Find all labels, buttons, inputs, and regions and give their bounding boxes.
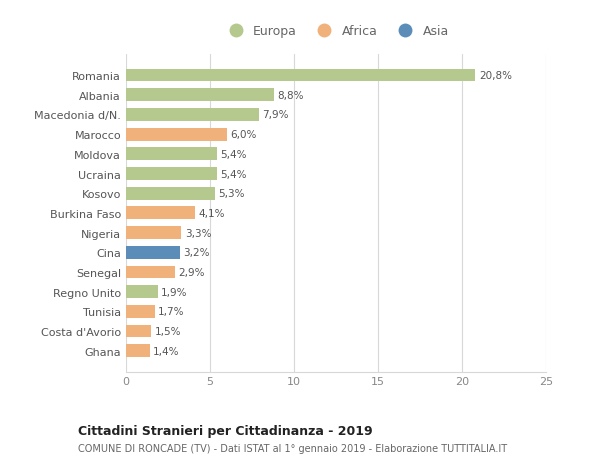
Text: 8,8%: 8,8%: [277, 90, 304, 101]
Text: 3,3%: 3,3%: [185, 228, 211, 238]
Text: 7,9%: 7,9%: [262, 110, 289, 120]
Bar: [126, 305, 155, 318]
Legend: Europa, Africa, Asia: Europa, Africa, Asia: [218, 20, 454, 43]
Bar: [126, 148, 217, 161]
Text: COMUNE DI RONCADE (TV) - Dati ISTAT al 1° gennaio 2019 - Elaborazione TUTTITALIA: COMUNE DI RONCADE (TV) - Dati ISTAT al 1…: [78, 443, 507, 453]
Bar: [126, 168, 217, 180]
Text: 5,4%: 5,4%: [220, 169, 247, 179]
Text: 1,5%: 1,5%: [155, 326, 181, 336]
Text: 5,3%: 5,3%: [218, 189, 245, 199]
Text: 3,2%: 3,2%: [183, 248, 209, 258]
Text: 1,9%: 1,9%: [161, 287, 188, 297]
Bar: [126, 187, 215, 200]
Bar: [126, 285, 158, 298]
Bar: [126, 345, 149, 358]
Text: 6,0%: 6,0%: [230, 130, 257, 140]
Text: 20,8%: 20,8%: [479, 71, 512, 81]
Text: 1,7%: 1,7%: [158, 307, 184, 317]
Text: 2,9%: 2,9%: [178, 268, 205, 277]
Bar: [126, 246, 180, 259]
Text: 1,4%: 1,4%: [153, 346, 179, 356]
Text: 5,4%: 5,4%: [220, 150, 247, 159]
Bar: [126, 129, 227, 141]
Bar: [126, 207, 195, 220]
Bar: [126, 69, 475, 82]
Text: 4,1%: 4,1%: [198, 208, 225, 218]
Bar: [126, 325, 151, 338]
Bar: [126, 109, 259, 122]
Bar: [126, 266, 175, 279]
Bar: [126, 227, 181, 240]
Bar: [126, 89, 274, 102]
Text: Cittadini Stranieri per Cittadinanza - 2019: Cittadini Stranieri per Cittadinanza - 2…: [78, 425, 373, 437]
